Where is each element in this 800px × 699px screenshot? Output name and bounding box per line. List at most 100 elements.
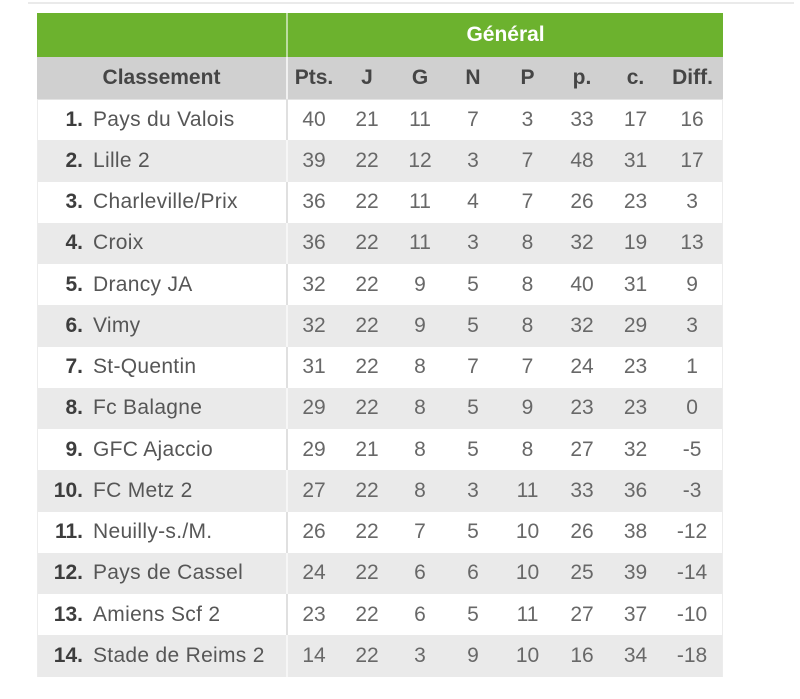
table-row[interactable]: 7. St-Quentin 31 22 8 7 7 24 23 1 [37,346,724,388]
stat-contre: 23 [609,387,662,429]
column-header-pts: Pts. [286,57,340,99]
stat-g: 7 [394,511,446,553]
table-row[interactable]: 10. FC Metz 2 27 22 8 3 11 33 36 -3 [37,470,724,512]
stat-pour: 32 [555,305,609,347]
stat-g: 9 [394,305,446,347]
divider-line [28,2,794,4]
rank: 5. [65,272,83,296]
stat-diff: -5 [662,429,724,471]
stat-g: 8 [394,387,446,429]
stat-diff: 9 [662,264,724,306]
stat-g: 11 [394,99,446,141]
team-name: Pays du Valois [93,108,235,132]
stat-contre: 29 [609,305,662,347]
stat-g: 8 [394,470,446,512]
stat-n: 5 [446,305,500,347]
stat-n: 5 [446,511,500,553]
table-row[interactable]: 9. GFC Ajaccio 29 21 8 5 8 27 32 -5 [37,429,724,471]
stat-pour: 24 [555,346,609,388]
rank: 11. [54,520,83,544]
stat-contre: 23 [609,181,662,223]
stat-g: 12 [394,140,446,182]
stat-j: 22 [340,264,394,306]
stat-g: 9 [394,264,446,306]
table-row[interactable]: 5. Drancy JA 32 22 9 5 8 40 31 9 [37,264,724,306]
rank: 7. [65,355,83,379]
stat-j: 22 [340,552,394,594]
stat-pour: 26 [555,181,609,223]
stat-j: 22 [340,594,394,636]
stat-pour: 27 [555,594,609,636]
stat-j: 22 [340,635,394,677]
stat-g: 6 [394,552,446,594]
team-name: Croix [93,231,144,255]
stat-n: 5 [446,387,500,429]
table-row[interactable]: 8. Fc Balagne 29 22 8 5 9 23 23 0 [37,387,724,429]
stat-g: 8 [394,429,446,471]
team-name: FC Metz 2 [93,478,193,502]
stat-pts: 14 [286,635,340,677]
stat-n: 3 [446,140,500,182]
stat-pts: 40 [286,99,340,141]
stat-pts: 31 [286,346,340,388]
table-row[interactable]: 3. Charleville/Prix 36 22 11 4 7 26 23 3 [37,181,724,223]
stat-p: 11 [500,594,555,636]
column-header-n: N [446,57,500,99]
stat-p: 7 [500,181,555,223]
stat-diff: 3 [662,305,724,347]
stat-n: 9 [446,635,500,677]
stat-p: 10 [500,511,555,553]
stat-p: 10 [500,552,555,594]
standings-body: 1. Pays du Valois 40 21 11 7 3 33 17 16 … [37,99,724,677]
table-row[interactable]: 4. Croix 36 22 11 3 8 32 19 13 [37,222,724,264]
stat-pour: 26 [555,511,609,553]
table-row[interactable]: 11. Neuilly-s./M. 26 22 7 5 10 26 38 -12 [37,511,724,553]
rank: 14. [53,643,83,667]
stat-contre: 32 [609,429,662,471]
table-row[interactable]: 6. Vimy 32 22 9 5 8 32 29 3 [37,305,724,347]
stat-j: 22 [340,470,394,512]
stat-pts: 36 [286,222,340,264]
stat-n: 3 [446,470,500,512]
standings-table: Général Classement Pts. J G N P p. c. Di… [37,13,724,677]
table-row[interactable]: 2. Lille 2 39 22 12 3 7 48 31 17 [37,140,724,182]
stat-j: 21 [340,429,394,471]
stat-diff: 13 [662,222,724,264]
stat-pts: 23 [286,594,340,636]
stat-j: 22 [340,305,394,347]
stat-p: 9 [500,387,555,429]
stat-n: 3 [446,222,500,264]
group-header-spacer [37,13,286,57]
stat-pts: 24 [286,552,340,594]
stat-g: 6 [394,594,446,636]
team-name: Pays de Cassel [93,561,244,585]
tab-general[interactable]: Général [286,13,724,57]
stat-diff: -18 [662,635,724,677]
table-row[interactable]: 13. Amiens Scf 2 23 22 6 5 11 27 37 -10 [37,594,724,636]
stat-pour: 16 [555,635,609,677]
column-header-j: J [340,57,394,99]
stat-pts: 29 [286,387,340,429]
stat-g: 3 [394,635,446,677]
stat-p: 8 [500,429,555,471]
stat-p: 7 [500,140,555,182]
table-row[interactable]: 1. Pays du Valois 40 21 11 7 3 33 17 16 [37,99,724,141]
team-name: Neuilly-s./M. [93,520,213,544]
table-row[interactable]: 14. Stade de Reims 2 14 22 3 9 10 16 34 … [37,635,724,677]
rank: 13. [53,602,83,626]
team-name: Charleville/Prix [93,190,238,214]
stat-p: 8 [500,264,555,306]
stat-contre: 23 [609,346,662,388]
stat-p: 8 [500,222,555,264]
stat-n: 6 [446,552,500,594]
stat-j: 22 [340,140,394,182]
column-header-p: P [500,57,555,99]
rank: 4. [65,231,83,255]
table-row[interactable]: 12. Pays de Cassel 24 22 6 6 10 25 39 -1… [37,552,724,594]
stat-pour: 27 [555,429,609,471]
stat-j: 21 [340,99,394,141]
rank: 1. [65,108,83,132]
stat-contre: 31 [609,140,662,182]
rank: 8. [65,396,83,420]
